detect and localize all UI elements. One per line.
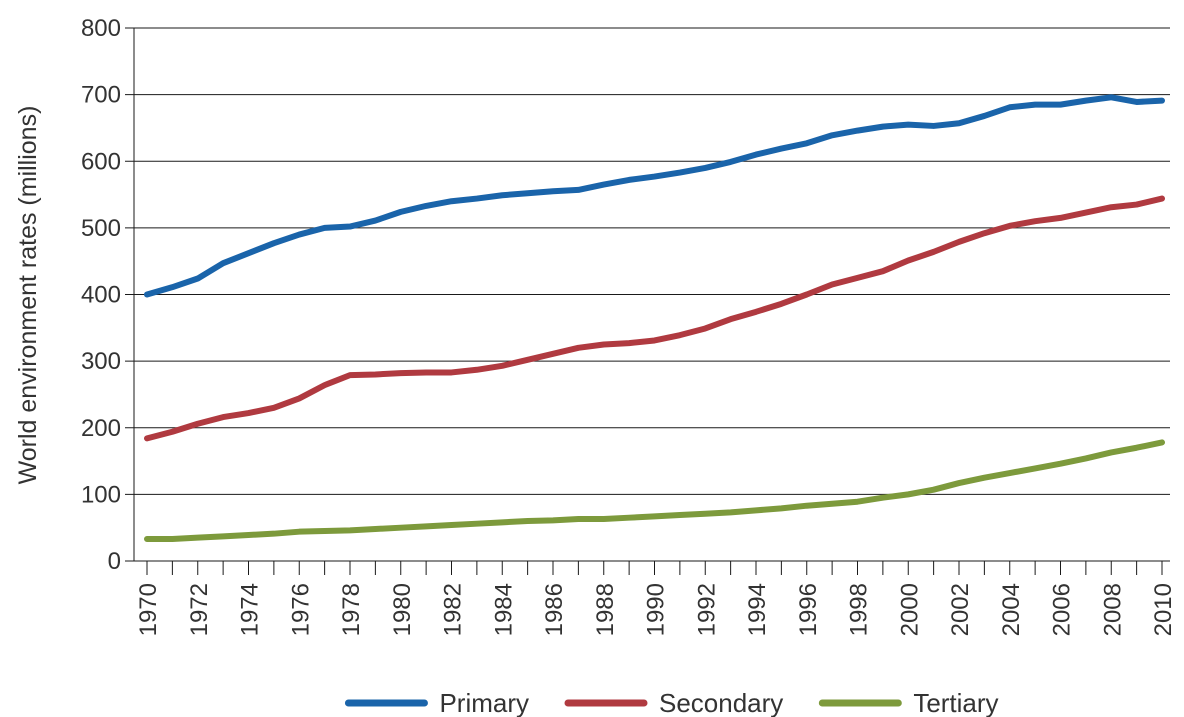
x-tick-label: 1996 <box>795 583 822 636</box>
legend: Primary Secondary Tertiary <box>344 688 999 717</box>
y-tick-label: 0 <box>108 548 121 575</box>
legend-label-primary: Primary <box>439 688 529 717</box>
x-tick-label: 1978 <box>338 583 365 636</box>
x-tick-label: 1980 <box>389 583 416 636</box>
x-tick-label: 1974 <box>237 583 264 636</box>
y-tick-label: 600 <box>81 148 121 175</box>
x-tick-label: 1970 <box>135 583 162 636</box>
x-tick-label: 2010 <box>1150 583 1177 636</box>
x-tick-label: 2006 <box>1049 583 1076 636</box>
axes: 0 100 200 300 400 500 600 700 800 1970 1972 1974 197… <box>81 15 1177 636</box>
series-line-primary <box>144 94 1165 298</box>
y-tick-label: 400 <box>81 282 121 309</box>
legend-label-secondary: Secondary <box>659 688 783 717</box>
y-tick-label: 100 <box>81 481 121 508</box>
x-tick-label: 1994 <box>744 583 771 636</box>
gridlines <box>134 27 1170 495</box>
x-tick-label: 1972 <box>186 583 213 636</box>
y-tick-label: 700 <box>81 82 121 109</box>
x-tick-label: 2002 <box>947 583 974 636</box>
series-line-secondary <box>144 195 1165 442</box>
legend-label-tertiary: Tertiary <box>913 688 998 717</box>
x-tick-label: 2000 <box>896 583 923 636</box>
x-tick-label: 1976 <box>287 583 314 636</box>
x-tick-label: 1992 <box>693 583 720 636</box>
y-tick-label: 800 <box>81 15 121 42</box>
x-tick-label: 1988 <box>592 583 619 636</box>
y-tick-label: 200 <box>81 415 121 442</box>
y-tick-label: 300 <box>81 348 121 375</box>
x-tick-label: 1982 <box>440 583 467 636</box>
y-tick-label: 500 <box>81 215 121 242</box>
series-line-tertiary <box>144 439 1165 543</box>
y-axis-title: World environment rates (millions) <box>14 106 42 485</box>
x-tick-label: 1998 <box>846 583 873 636</box>
series-lines <box>144 94 1165 543</box>
x-tick-label: 2008 <box>1099 583 1126 636</box>
x-tick-label: 1990 <box>643 583 670 636</box>
x-tick-label: 2004 <box>998 583 1025 636</box>
x-tick-label: 1984 <box>490 583 517 636</box>
x-tick-label: 1986 <box>541 583 568 636</box>
